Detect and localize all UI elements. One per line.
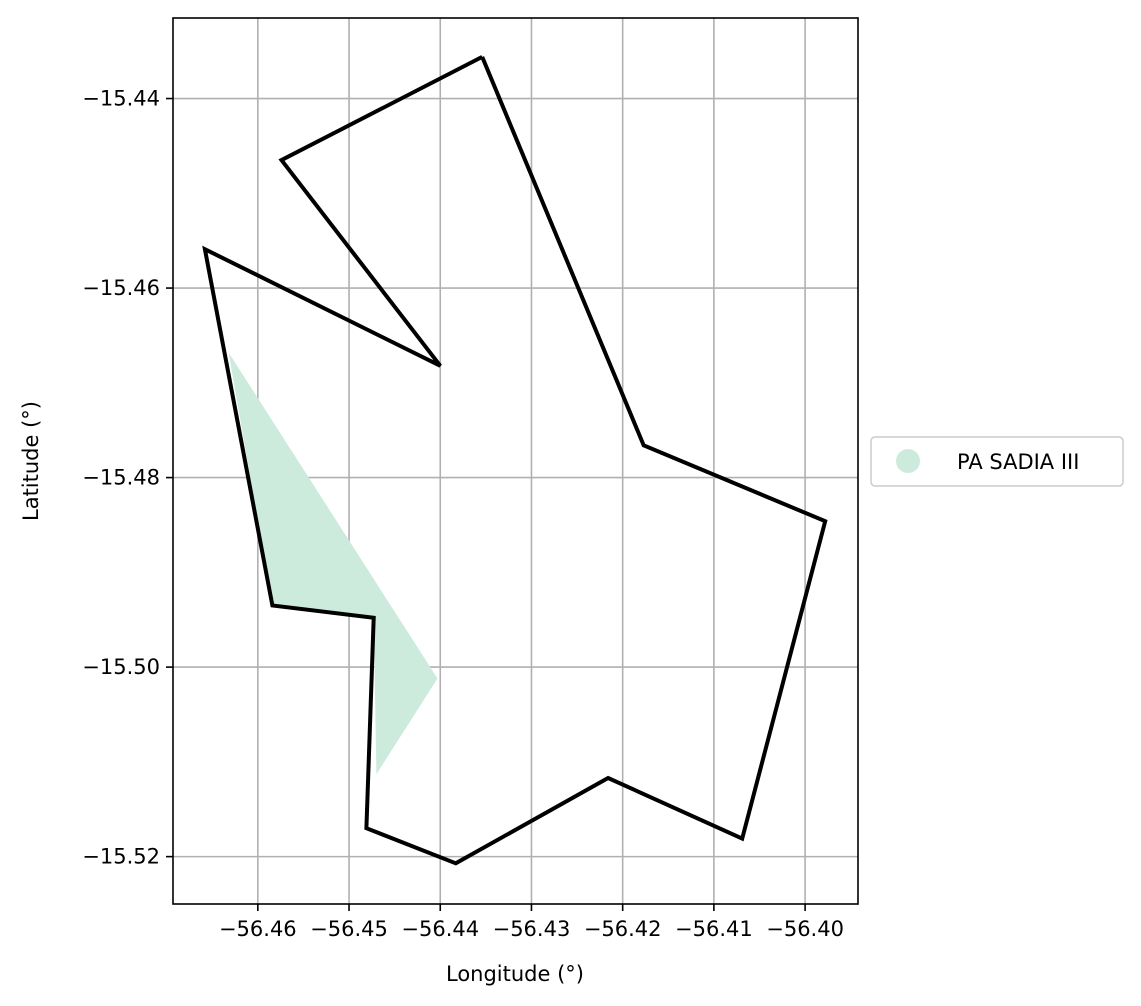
y-tick-label: −15.48 bbox=[82, 466, 160, 490]
y-tick-label: −15.46 bbox=[82, 276, 160, 300]
x-axis-ticks: −56.46 −56.45 −56.44 −56.43 −56.42 −56.41 −56.… bbox=[219, 904, 844, 941]
plot-frame bbox=[172, 17, 859, 905]
x-tick-label: −56.41 bbox=[675, 917, 753, 941]
legend-frame bbox=[870, 436, 1124, 487]
legend-label: PA SADIA III bbox=[957, 450, 1079, 474]
x-tick-label: −56.40 bbox=[766, 917, 844, 941]
boundary-layer bbox=[202, 55, 828, 866]
x-tick-label: −56.46 bbox=[219, 917, 297, 941]
y-tick-label: −15.44 bbox=[82, 87, 160, 111]
y-tick-label: −15.50 bbox=[82, 655, 160, 679]
y-axis-ticks: −15.44 −15.46 −15.48 −15.50 −15.52 bbox=[82, 87, 173, 869]
y-tick-label: −15.52 bbox=[82, 845, 160, 869]
y-axis-label: Latitude (°) bbox=[19, 401, 43, 521]
x-tick-label: −56.45 bbox=[310, 917, 388, 941]
grid-lines bbox=[173, 18, 858, 904]
area-pa-sadia-iii bbox=[228, 352, 438, 775]
x-axis-label: Longitude (°) bbox=[446, 962, 584, 986]
x-tick-label: −56.42 bbox=[584, 917, 662, 941]
boundary-outline bbox=[202, 55, 828, 866]
x-tick-label: −56.43 bbox=[493, 917, 571, 941]
x-tick-label: −56.44 bbox=[401, 917, 479, 941]
legend-marker bbox=[896, 449, 920, 473]
area-layer bbox=[228, 352, 438, 775]
legend: PA SADIA III bbox=[870, 436, 1124, 487]
